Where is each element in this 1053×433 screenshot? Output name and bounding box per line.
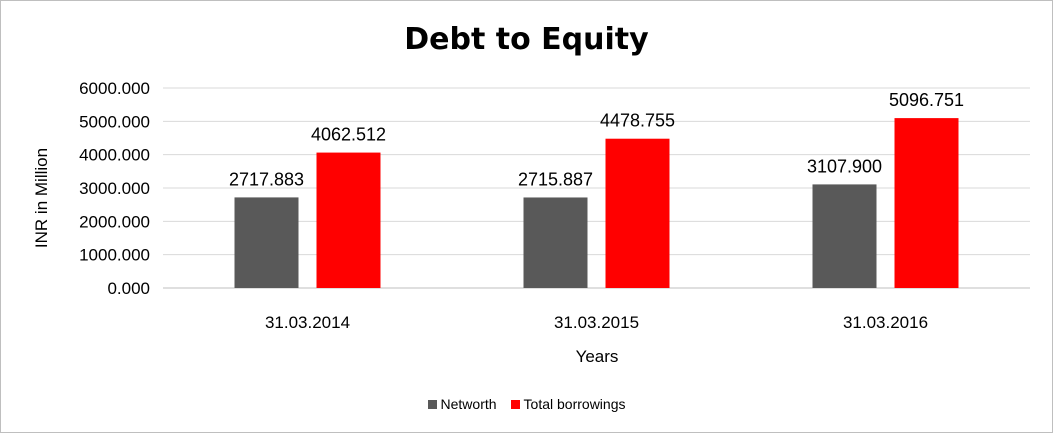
- legend-swatch-total-borrowings: [510, 399, 520, 409]
- data-label: 4062.512: [311, 125, 386, 145]
- bars: [234, 118, 959, 288]
- bar-networth: [812, 184, 877, 288]
- bar-total-borrowings: [316, 152, 381, 288]
- data-label: 4478.755: [600, 111, 675, 131]
- y-axis-title: INR in Million: [32, 148, 51, 248]
- x-tick-label: 31.03.2014: [265, 313, 350, 332]
- chart-title: Debt to Equity: [404, 22, 649, 57]
- legend-swatch-networth: [427, 399, 437, 409]
- legend-item-total-borrowings: Total borrowings: [510, 396, 626, 412]
- y-axis-ticks: 0.000 1000.000 2000.000 3000.000 4000.000 500…: [79, 79, 150, 298]
- bar-total-borrowings: [605, 138, 670, 288]
- legend: Networth Total borrowings: [0, 396, 1053, 412]
- y-tick-label: 4000.000: [79, 146, 150, 165]
- data-label: 3107.900: [807, 156, 882, 176]
- x-axis-title: Years: [576, 347, 619, 366]
- bar-total-borrowings: [894, 118, 959, 288]
- data-label: 5096.751: [889, 90, 964, 110]
- x-tick-label: 31.03.2016: [843, 313, 928, 332]
- bar-networth: [234, 197, 299, 288]
- y-tick-label: 1000.000: [79, 246, 150, 265]
- data-label: 2717.883: [229, 169, 304, 189]
- x-axis-ticks: 31.03.2014 31.03.2015 31.03.2016: [265, 313, 928, 332]
- legend-label-networth: Networth: [440, 396, 497, 412]
- bar-networth: [523, 197, 588, 288]
- legend-label-total-borrowings: Total borrowings: [523, 396, 626, 412]
- y-tick-label: 5000.000: [79, 112, 150, 131]
- y-tick-label: 0.000: [107, 279, 150, 298]
- y-tick-label: 3000.000: [79, 179, 150, 198]
- data-labels: 2717.883 4062.512 2715.887 4478.755 3107.900…: [229, 90, 964, 189]
- legend-item-networth: Networth: [427, 396, 497, 412]
- data-label: 2715.887: [518, 169, 593, 189]
- y-tick-label: 2000.000: [79, 212, 150, 231]
- gridlines: [163, 87, 1030, 289]
- y-tick-label: 6000.000: [79, 79, 150, 98]
- x-tick-label: 31.03.2015: [554, 313, 639, 332]
